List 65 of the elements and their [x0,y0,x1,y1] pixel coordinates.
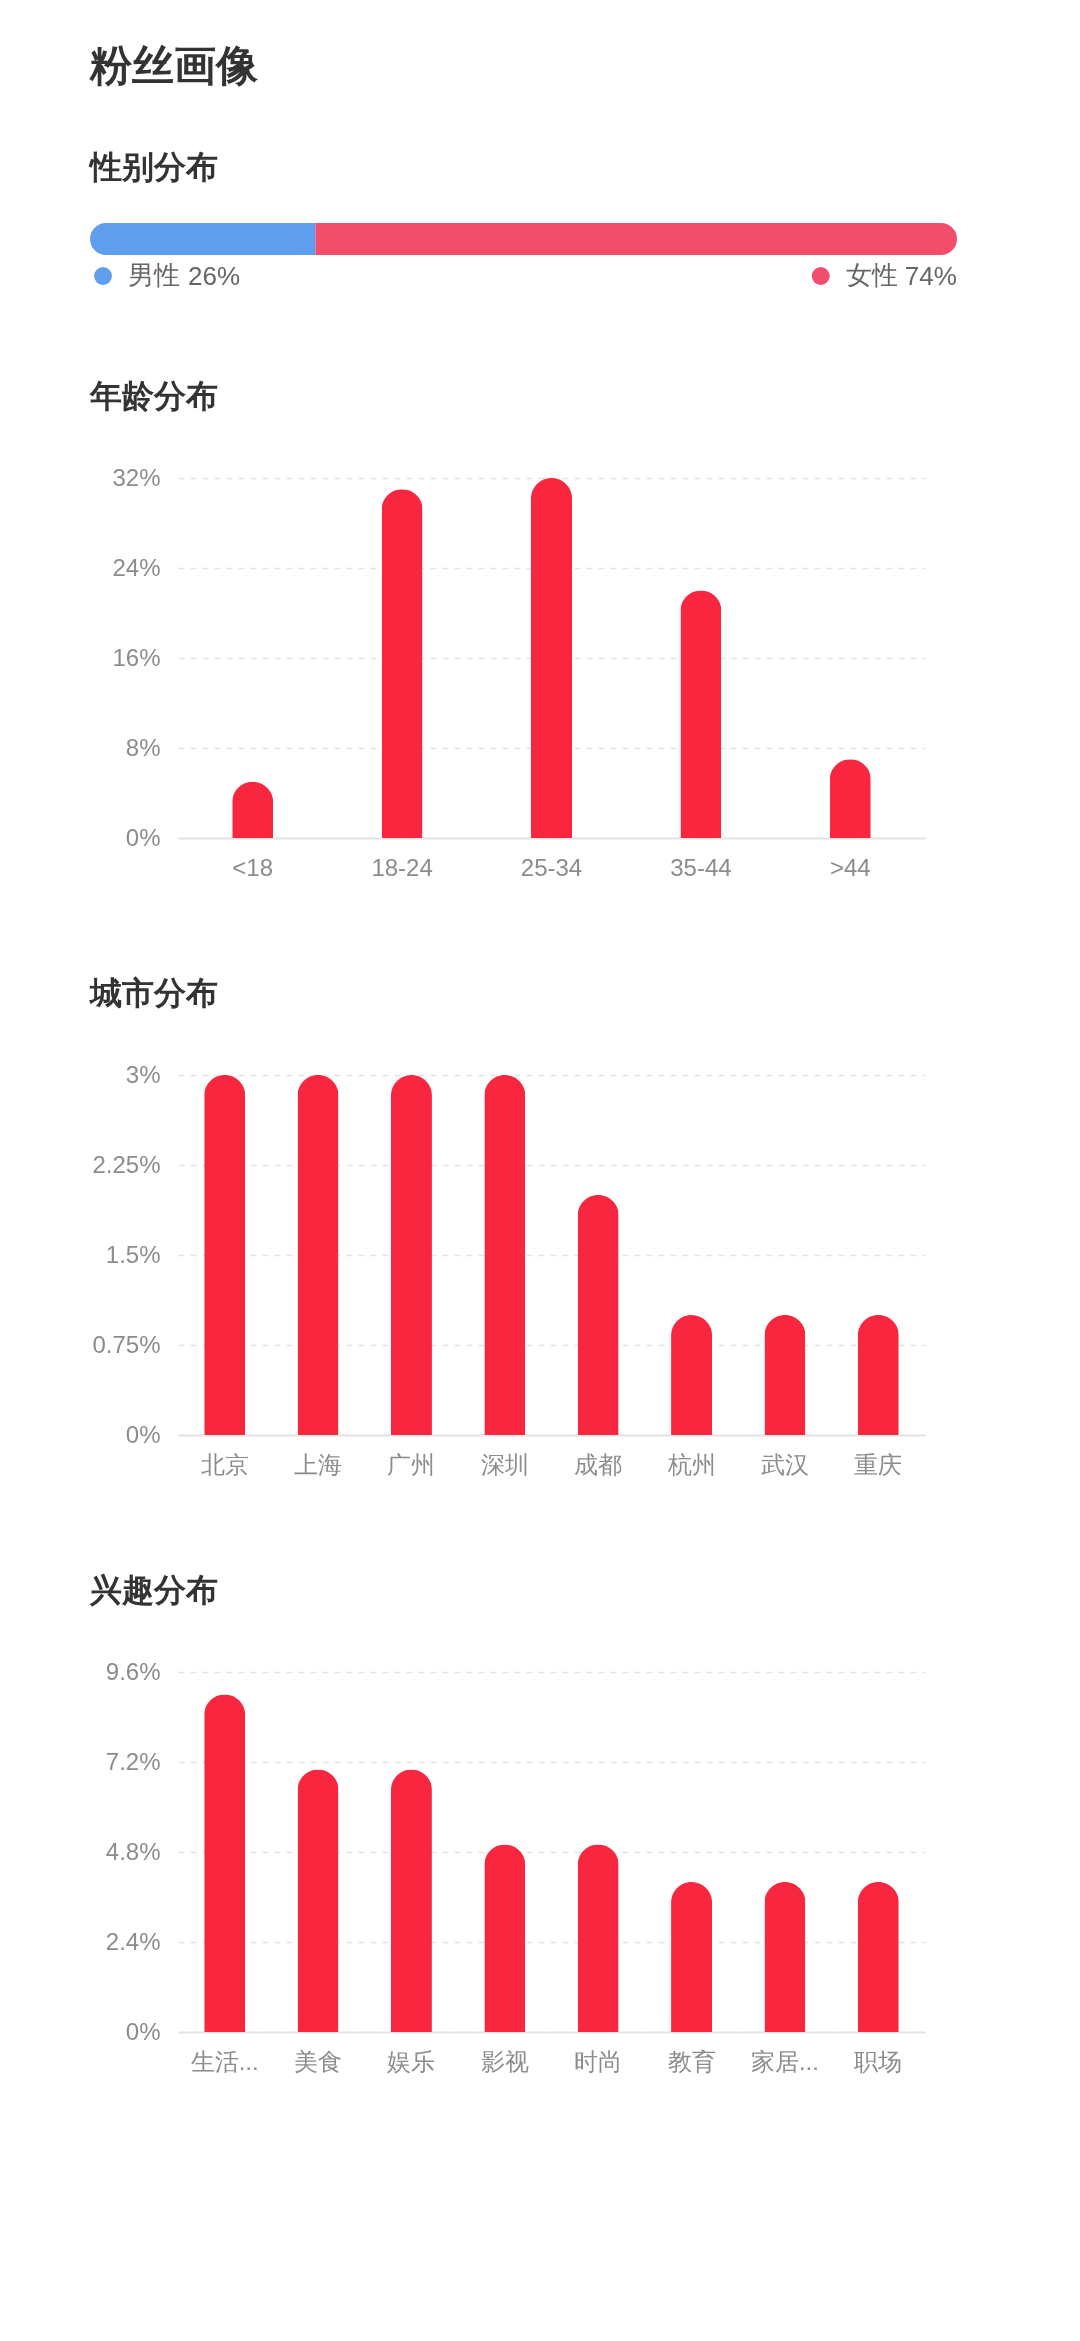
y-tick-label: 0.75% [92,1330,161,1358]
legend-label: 女性 [845,260,898,290]
chart-title: 兴趣分布 [89,1572,218,1608]
bar [680,590,722,838]
y-tick-label: 3% [125,1060,161,1088]
y-tick-label: 2.25% [92,1150,161,1178]
x-tick-label: 广州 [387,1450,436,1478]
bar [857,1315,899,1435]
data-label: 74% [904,261,957,291]
y-tick-label: 0% [125,2017,161,2045]
bar [297,1769,339,2032]
x-tick-label: 重庆 [854,1450,903,1478]
x-tick-label: 25-34 [520,853,583,881]
y-tick-label: 8% [125,733,161,761]
legend-label: 男性 [128,260,180,290]
chart-title: 年龄分布 [89,378,218,414]
y-tick-label: 9.6% [105,1657,161,1685]
y-tick-label: 0% [125,1420,161,1448]
y-tick-label: 24% [112,553,161,581]
bar [829,759,871,838]
bar [764,1315,806,1435]
chart-title: 粉丝画像 [89,42,259,89]
bar [381,489,423,838]
x-tick-label: 35-44 [670,853,732,881]
x-tick-label: <18 [232,853,274,881]
bar [297,1075,339,1435]
y-tick-label: 4.8% [105,1837,161,1865]
chart-subtitle: 性别分布 [88,149,218,185]
x-tick-label: 美食 [294,2047,343,2075]
bar [204,1694,246,2032]
chart-title: 城市分布 [88,975,218,1011]
bar [531,478,572,838]
bar [484,1844,526,2032]
y-tick-label: 0% [125,823,161,851]
bar [577,1195,619,1435]
bar [671,1882,713,2032]
x-tick-label: 深圳 [480,1450,529,1478]
x-tick-label: 家居... [750,2047,819,2075]
bar [390,1769,432,2032]
x-tick-label: 杭州 [666,1450,716,1478]
bar [764,1882,806,2032]
y-tick-label: 32% [112,463,161,491]
x-tick-label: 成都 [574,1450,623,1478]
x-tick-label: 18-24 [371,853,433,881]
bar [390,1075,432,1435]
x-tick-label: 时尚 [574,2047,623,2075]
x-tick-label: 上海 [294,1450,343,1478]
x-tick-label: 教育 [667,2047,716,2075]
y-tick-label: 7.2% [105,1747,161,1775]
x-tick-label: 职场 [854,2047,903,2075]
bar [671,1315,713,1435]
y-tick-label: 16% [112,643,161,671]
x-tick-label: 生活... [190,2047,259,2075]
bar [484,1075,526,1435]
y-tick-label: 1.5% [105,1240,161,1268]
bar [577,1844,619,2032]
data-label: 26% [188,261,241,291]
x-tick-label: 武汉 [760,1450,809,1478]
x-tick-label: 北京 [200,1450,249,1478]
x-tick-label: 影视 [480,2047,529,2075]
bar [857,1882,899,2032]
x-tick-label: >44 [829,853,871,881]
bar [204,1075,246,1435]
y-tick-label: 2.4% [105,1927,161,1955]
x-tick-label: 娱乐 [387,2047,436,2075]
